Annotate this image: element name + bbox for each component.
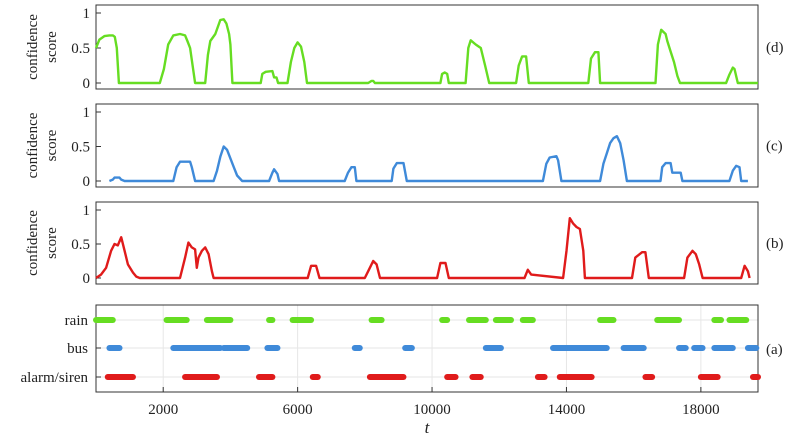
confidence-panel-d: 0 0.5 1 confidence score (d) <box>25 4 784 92</box>
y-tick-label: 0 <box>83 271 91 287</box>
category-label: bus <box>67 341 88 357</box>
y-axis-label: score <box>44 31 60 63</box>
series-line <box>108 134 748 183</box>
confidence-panel-b: 0 0.5 1 confidence score (b) <box>25 201 784 287</box>
y-tick-label: 0.5 <box>71 237 90 253</box>
y-axis-label: score <box>44 227 60 259</box>
x-tick-label: 10000 <box>413 402 451 418</box>
panel-label: (c) <box>766 139 783 155</box>
y-tick-label: 1 <box>83 6 91 22</box>
y-tick-label: 0 <box>83 76 91 92</box>
y-axis-label: confidence <box>25 14 41 80</box>
x-tick-label: 6000 <box>283 402 313 418</box>
plot-frame <box>95 201 759 285</box>
x-tick-label: 2000 <box>148 402 178 418</box>
confidence-panel-c: 0 0.5 1 confidence score (c) <box>25 103 783 190</box>
x-tick-label: 18000 <box>682 402 720 418</box>
x-axis-label: t <box>425 418 431 437</box>
y-tick-label: 0 <box>83 174 91 190</box>
x-tick-label: 14000 <box>548 402 586 418</box>
y-tick-label: 0.5 <box>71 140 90 156</box>
y-tick-label: 1 <box>83 203 91 219</box>
y-axis-label: score <box>44 129 60 161</box>
y-tick-label: 1 <box>83 105 91 121</box>
plot-frame <box>95 103 759 188</box>
y-axis-label: confidence <box>25 112 41 178</box>
category-label: alarm/siren <box>21 370 89 386</box>
series-line <box>94 18 758 85</box>
category-label: rain <box>65 313 89 329</box>
y-tick-label: 0.5 <box>71 41 90 57</box>
panel-label: (b) <box>766 236 784 252</box>
series-line <box>95 216 751 280</box>
panel-label: (d) <box>766 40 784 56</box>
panel-label: (a) <box>766 342 783 358</box>
y-axis-label: confidence <box>25 210 41 276</box>
event-panel-a: rain bus alarm/siren 2000 6000 10000 14000 1800… <box>21 304 783 437</box>
